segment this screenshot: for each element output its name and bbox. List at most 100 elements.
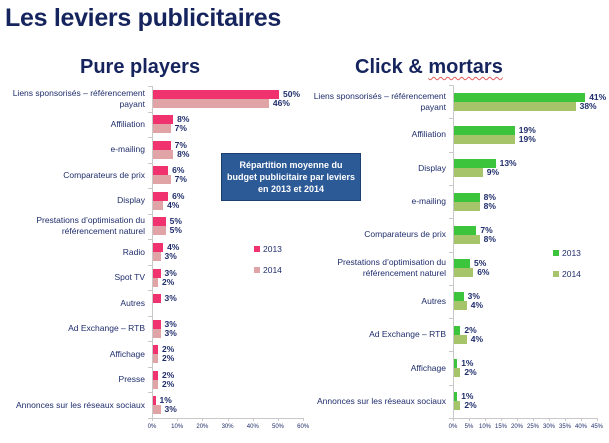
value-label-2014: 3% [164, 251, 177, 261]
x-tick-mark [581, 418, 582, 421]
category-label: Presse [0, 374, 145, 385]
y-axis [152, 86, 153, 418]
bar-2014 [153, 354, 159, 364]
category-label-line: Affichage [410, 362, 446, 373]
value-label-2014: 7% [174, 123, 187, 134]
x-tick-label: 60% [297, 424, 310, 430]
bar-2014 [454, 101, 576, 111]
x-tick-label: 5% [464, 424, 474, 430]
bar-2013 [454, 259, 470, 269]
value-label-2013: 13% [499, 158, 517, 169]
x-tick-mark [152, 418, 153, 421]
category-label-line: Comparateurs de prix [364, 229, 446, 240]
bar-2013 [454, 125, 515, 135]
x-tick-mark [549, 418, 550, 421]
value-label-2014: 4% [470, 333, 484, 344]
value-label-2013: 2% [162, 369, 175, 380]
y-tick [449, 218, 453, 220]
value-label-2014: 2% [162, 276, 175, 287]
bar-2014 [153, 405, 161, 415]
bar-2013 [454, 292, 464, 302]
value-label-2014: 9% [486, 167, 500, 178]
y-tick [148, 366, 152, 368]
legend-label-2013: 2013 [562, 248, 581, 258]
y-tick [449, 85, 453, 86]
bar-2014 [153, 328, 161, 338]
bar-2013 [454, 392, 458, 402]
legend-item-2014: 2014 [254, 265, 282, 275]
y-tick [449, 118, 453, 120]
bar-2014 [454, 168, 483, 178]
category-label: Prestations d’optimisation du référenceme… [286, 257, 446, 279]
category-label: Ad Exchange – RTB [286, 329, 446, 340]
y-tick [148, 392, 152, 394]
category-label-line: e-mailing [411, 196, 447, 207]
category-label-line: Comparateurs de prix [63, 169, 145, 180]
bar-2013 [153, 191, 169, 201]
y-tick [148, 264, 152, 266]
value-label-2014: 5% [169, 225, 182, 236]
legend-item-2013: 2013 [553, 248, 581, 258]
value-label-2014: 46% [272, 97, 290, 108]
category-label-line: Autres [120, 297, 145, 308]
value-label-2013: 3% [467, 291, 480, 302]
x-tick-mark [485, 418, 486, 421]
category-label-line: Prestations d’optimisation du [337, 257, 446, 268]
bar-2013 [153, 243, 164, 252]
y-axis [453, 85, 454, 418]
value-label-2014: 7% [174, 174, 187, 185]
bar-2014 [153, 98, 269, 108]
x-tick-mark [501, 418, 502, 421]
bar-2014 [454, 401, 461, 411]
value-label-2013: 3% [164, 318, 177, 329]
value-label-2014: 3% [164, 327, 177, 338]
category-label-line: Radio [122, 246, 145, 257]
legend-label-2013: 2013 [263, 244, 282, 254]
category-label: Spot TV [0, 272, 145, 283]
category-label-line: Annonces sur les réseaux sociaux [317, 395, 446, 406]
bar-2014 [454, 334, 467, 344]
value-label-2013: 41% [589, 91, 607, 102]
page-title: Les leviers publicitaires [5, 4, 281, 32]
category-label: Affichage [286, 363, 446, 374]
x-axis [453, 418, 597, 419]
y-tick [148, 188, 152, 190]
category-label-line: payant [420, 101, 446, 112]
legend-swatch-2014 [553, 271, 559, 277]
y-tick [449, 184, 453, 186]
value-label-2014: 19% [518, 133, 536, 144]
category-label-line: Ad Exchange – RTB [369, 329, 446, 340]
y-tick [148, 111, 152, 113]
legend-label-2014: 2014 [263, 265, 282, 275]
bar-2014 [454, 368, 461, 378]
y-tick [148, 315, 152, 317]
category-label-line: Affiliation [110, 118, 145, 129]
value-label-2013: 1% [159, 395, 172, 406]
bar-2014 [153, 124, 171, 134]
category-label: Display [286, 163, 446, 174]
y-tick [148, 418, 152, 419]
value-label-2014: 2% [162, 353, 175, 364]
legend-swatch-2014 [254, 267, 260, 273]
y-tick [148, 239, 152, 241]
legend-item-2014: 2014 [553, 269, 581, 279]
bar-2013 [153, 115, 174, 125]
category-label: Comparateurs de prix [286, 229, 446, 240]
bar-2013 [454, 192, 480, 202]
bar-2013 [153, 345, 159, 355]
value-label-2013: 50% [283, 88, 301, 99]
value-label-2013: 1% [461, 391, 474, 402]
legend-swatch-2013 [254, 246, 260, 252]
value-label-2014: 4% [167, 199, 180, 210]
value-label-2014: 38% [579, 100, 597, 111]
value-label-2013: 2% [464, 324, 477, 335]
bar-2014 [153, 149, 174, 159]
bar-2013 [454, 325, 461, 335]
value-label-2014: 8% [483, 200, 496, 211]
category-label: Radio [0, 247, 145, 258]
category-label: Liens sponsorisés – référencement payant [286, 91, 446, 113]
x-tick-label: 30% [542, 424, 556, 430]
category-label-line: Annonces sur les réseaux sociaux [16, 399, 145, 410]
category-label-line: Affichage [109, 348, 145, 359]
x-tick-mark [597, 418, 598, 421]
